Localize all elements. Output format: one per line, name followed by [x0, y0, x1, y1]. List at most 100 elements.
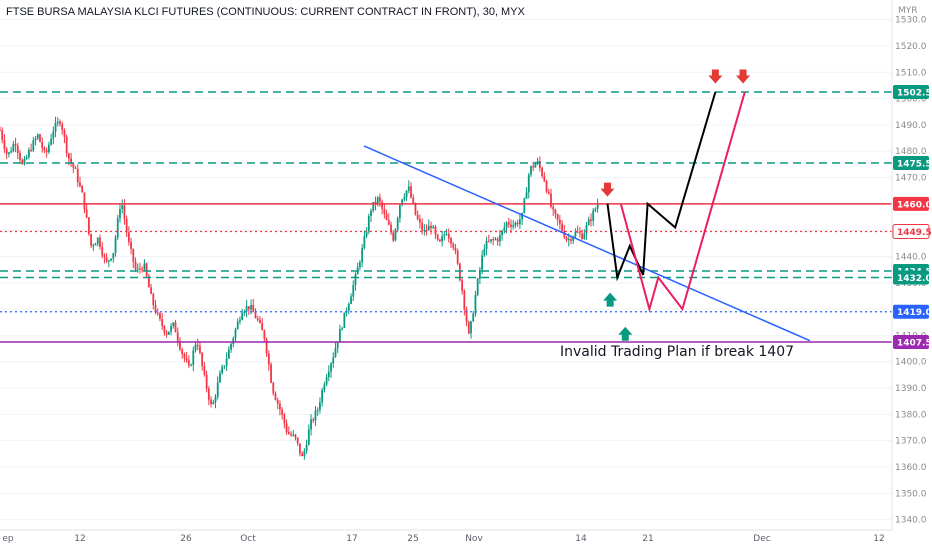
candle-body: [39, 134, 41, 142]
candle-body: [316, 409, 319, 411]
candle-body: [30, 149, 33, 151]
candle-body: [556, 213, 559, 220]
y-tick-label: 1480.0: [895, 147, 927, 157]
candle-body: [127, 232, 130, 243]
candle-body: [581, 233, 583, 240]
candle-body: [245, 306, 248, 312]
candle-body: [14, 143, 17, 146]
candle-body: [112, 253, 115, 259]
candle-body: [454, 247, 457, 251]
candle-body: [12, 143, 15, 152]
x-tick-label: 14: [575, 534, 587, 544]
candle-body: [154, 305, 157, 313]
candle-body: [221, 366, 224, 374]
candle-body: [67, 153, 70, 159]
candle-body: [532, 166, 535, 168]
candle-body: [287, 431, 290, 435]
candle-body: [105, 257, 108, 262]
candle-body: [416, 214, 419, 220]
candle-body: [452, 243, 455, 248]
annotation-invalid-plan: Invalid Trading Plan if break 1407: [560, 344, 794, 360]
candle-body: [161, 318, 164, 327]
x-tick-label: 17: [346, 534, 357, 544]
candle-body: [227, 349, 230, 359]
level-badge: [893, 156, 929, 171]
candle-body: [565, 237, 568, 241]
candle-body: [156, 312, 159, 314]
y-tick-label: 1340.0: [895, 516, 927, 526]
y-tick-label: 1490.0: [895, 121, 927, 131]
candle-body: [305, 444, 308, 452]
level-badge-label: 1449.5: [897, 228, 932, 238]
candle-body: [478, 269, 481, 279]
candle-body: [554, 209, 557, 214]
candle-body: [76, 168, 79, 183]
candle-body: [392, 232, 395, 241]
candle-body: [54, 122, 57, 132]
candle-body: [43, 148, 46, 151]
candle-body: [458, 263, 461, 281]
candle-body: [507, 222, 510, 225]
candle-body: [567, 239, 570, 241]
candle-body: [107, 260, 110, 262]
candle-body: [96, 237, 99, 244]
candle-body: [574, 231, 577, 237]
candle-body: [150, 287, 152, 294]
candle-body: [250, 305, 252, 310]
y-tick-label: 1510.0: [895, 68, 927, 78]
level-badge: [892, 223, 930, 239]
candle-body: [387, 220, 390, 225]
candle-body: [361, 248, 364, 263]
time-axis[interactable]: ep 12 26 Oct 17 25 Nov 14 21 Dec 12: [2, 534, 884, 544]
candle-body: [385, 213, 388, 221]
candle-body: [490, 239, 492, 242]
candle-body: [274, 393, 277, 400]
candle-body: [201, 352, 204, 366]
level-badge-label: 1460.0: [897, 200, 932, 210]
candle-body: [190, 364, 192, 366]
candle-body: [381, 201, 384, 209]
x-tick-label: 21: [642, 534, 653, 544]
candle-body: [419, 219, 421, 223]
candle-body: [583, 233, 586, 240]
candle-body: [299, 443, 301, 454]
candle-body: [61, 124, 64, 131]
candle-body: [145, 263, 148, 277]
candle-body: [467, 321, 470, 334]
y-tick-label: 1380.0: [895, 410, 927, 420]
x-tick-label: 12: [873, 534, 884, 544]
arrow-down-icon: [708, 69, 723, 84]
x-tick-label: Nov: [465, 534, 483, 544]
y-tick-label: 1400.0: [895, 358, 927, 368]
candle-body: [587, 219, 590, 226]
y-tick-label: 1370.0: [895, 437, 927, 447]
candle-body: [450, 238, 452, 244]
candle-body: [94, 243, 97, 246]
candle-body: [390, 224, 392, 233]
candle-body: [332, 357, 335, 364]
candle-body: [47, 144, 50, 153]
candle-body: [463, 290, 466, 310]
candle-body: [1, 130, 4, 140]
candle-body: [267, 353, 270, 365]
y-tick-label: 1530.0: [895, 16, 927, 26]
level-badge-label: 1432.0: [897, 274, 932, 284]
candle-body: [303, 451, 306, 457]
candle-body: [296, 437, 299, 444]
candle-body: [172, 322, 175, 327]
candle-body: [70, 158, 72, 164]
candle-body: [25, 156, 28, 159]
y-tick-label: 1520.0: [895, 42, 927, 52]
candle-body: [196, 344, 199, 347]
candle-body: [487, 240, 490, 242]
candle-body: [476, 278, 479, 296]
candle-body: [527, 174, 530, 193]
candle-body: [496, 238, 499, 242]
y-tick-label: 1440.0: [895, 252, 927, 262]
candle-body: [225, 358, 228, 366]
candle-body: [347, 304, 350, 311]
candle-body: [181, 349, 184, 354]
candle-body: [292, 434, 295, 436]
